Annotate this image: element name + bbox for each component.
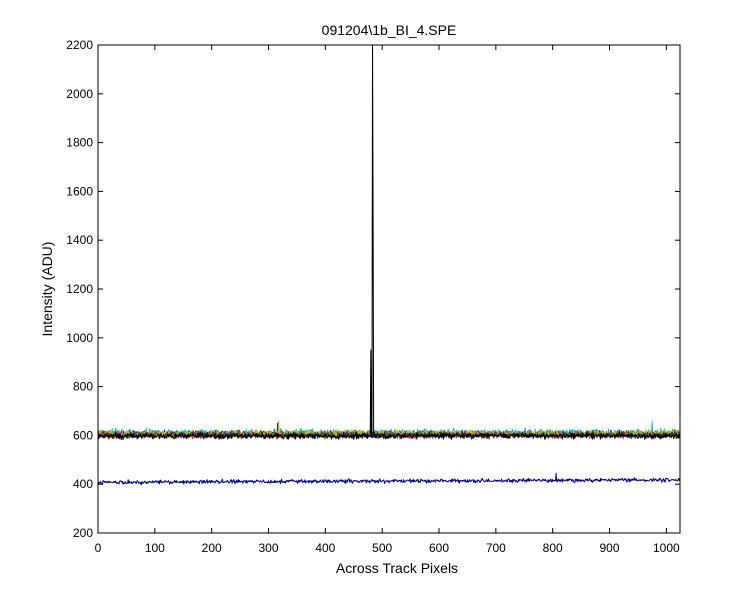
- y-tick-label: 2000: [66, 87, 93, 101]
- y-tick-label: 1600: [66, 184, 93, 198]
- y-tick-label: 200: [73, 526, 93, 540]
- y-tick-label: 400: [73, 477, 93, 491]
- x-tick-label: 600: [429, 541, 449, 555]
- x-tick-label: 300: [258, 541, 278, 555]
- x-tick-label: 900: [600, 541, 620, 555]
- series-layer: [97, 44, 681, 486]
- x-tick-label: 700: [486, 541, 506, 555]
- x-tick-label: 800: [543, 541, 563, 555]
- y-tick-label: 800: [73, 380, 93, 394]
- y-tick-label: 1200: [66, 282, 93, 296]
- x-tick-label: 500: [372, 541, 392, 555]
- x-tick-label: 200: [202, 541, 222, 555]
- x-tick-label: 400: [315, 541, 335, 555]
- tick-layer: 0 100 200 300 400 500 600 700 800 900 1000 200 400 60…: [66, 38, 680, 555]
- y-axis-label: Intensity (ADU): [39, 242, 55, 337]
- plot-area: [98, 45, 680, 533]
- y-tick-label: 1000: [66, 331, 93, 345]
- x-tick-label: 0: [95, 541, 102, 555]
- series-line: [97, 472, 681, 486]
- x-axis-label: Across Track Pixels: [336, 560, 458, 576]
- y-tick-label: 600: [73, 428, 93, 442]
- y-tick-label: 1400: [66, 233, 93, 247]
- x-tick-label: 100: [145, 541, 165, 555]
- x-tick-label: 1000: [653, 541, 680, 555]
- chart-title: 091204\1b_BI_4.SPE: [322, 22, 457, 38]
- y-tick-label: 1800: [66, 136, 93, 150]
- series-line: [97, 44, 681, 441]
- y-tick-label: 2200: [66, 38, 93, 52]
